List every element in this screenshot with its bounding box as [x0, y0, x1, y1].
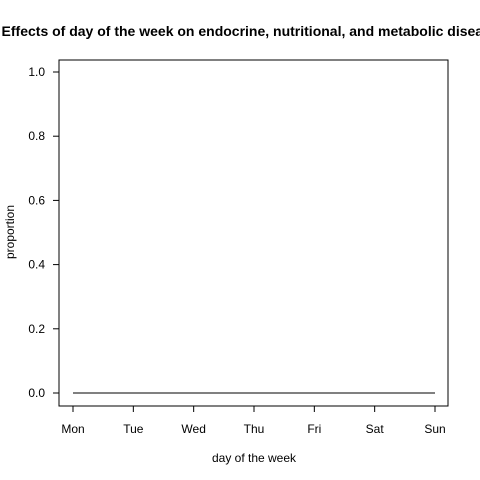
x-axis: Mon Tue Wed Thu Fri Sat Sun: [61, 405, 446, 436]
plot-frame: [58, 59, 449, 407]
y-tick-label: 1.0: [28, 65, 45, 79]
y-tick-label: 0.2: [28, 322, 45, 336]
x-tick-label: Fri: [307, 422, 321, 436]
x-tick-label: Sun: [424, 422, 445, 436]
y-axis-label: proportion: [3, 205, 17, 259]
y-tick-label: 0.6: [28, 193, 45, 207]
x-tick-label: Thu: [244, 422, 265, 436]
x-tick-label: Tue: [123, 422, 144, 436]
x-axis-label: day of the week: [212, 451, 297, 465]
x-tick-label: Sat: [366, 422, 385, 436]
x-tick-label: Wed: [181, 422, 205, 436]
y-tick-label: 0.4: [28, 258, 45, 272]
chart-title: Effects of day of the week on endocrine,…: [2, 23, 480, 39]
y-tick-label: 0.0: [28, 386, 45, 400]
y-axis: 0.0 0.2 0.4 0.6 0.8 1.0: [28, 65, 60, 400]
y-tick-label: 0.8: [28, 129, 45, 143]
x-tick-label: Mon: [61, 422, 84, 436]
